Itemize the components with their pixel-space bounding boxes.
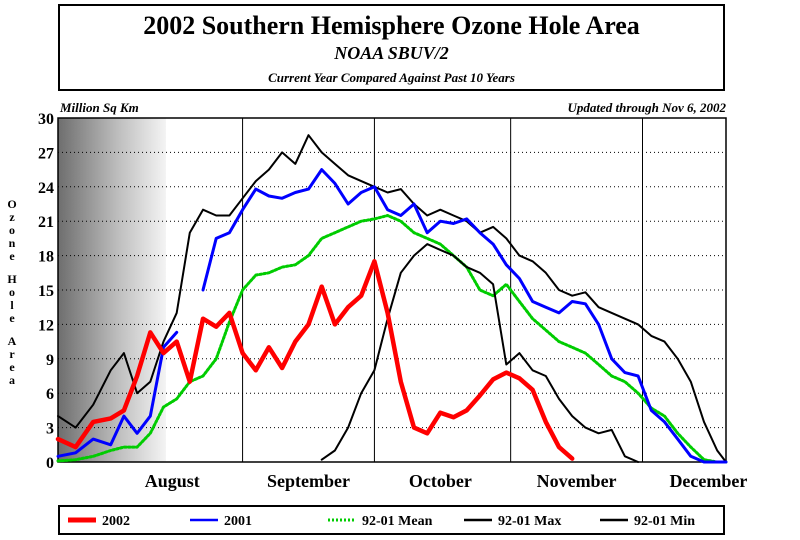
y-axis-label-char: e — [9, 249, 15, 263]
y-axis-label-char: O — [7, 197, 16, 211]
series-line-92-01-min — [320, 243, 640, 463]
chart-title: 2002 Southern Hemisphere Ozone Hole Area — [143, 11, 640, 40]
legend-label: 92-01 Max — [498, 514, 561, 529]
chart-title-box: 2002 Southern Hemisphere Ozone Hole Area… — [58, 4, 725, 91]
y-tick-label: 3 — [46, 421, 54, 438]
x-month-label: August — [145, 471, 200, 491]
series-line-2002 — [55, 259, 575, 461]
y-axis-label-char: o — [9, 285, 15, 299]
legend-label: 2002 — [102, 514, 130, 529]
y-tick-label: 30 — [38, 111, 54, 128]
legend-label: 92-01 Min — [634, 514, 695, 529]
y-tick-label: 18 — [38, 249, 54, 266]
y-axis-label-char: z — [9, 210, 15, 224]
series-line-92-01-max — [57, 134, 727, 463]
chart-description: Current Year Compared Against Past 10 Ye… — [268, 70, 515, 85]
y-tick-label: 27 — [38, 145, 54, 162]
y-axis-label-char: r — [9, 347, 15, 361]
legend-box — [58, 505, 725, 535]
legend-label: 2001 — [224, 514, 252, 529]
y-axis-label-char: H — [7, 272, 17, 286]
x-month-label: September — [267, 471, 350, 491]
y-axis-label-char: l — [10, 298, 14, 312]
y-tick-label: 15 — [38, 283, 54, 300]
y-axis-label-char: a — [9, 373, 15, 387]
y-axis-label-char: n — [9, 236, 16, 250]
units-label: Million Sq Km — [59, 100, 139, 115]
y-axis-label-char: A — [8, 334, 17, 348]
x-month-label: November — [537, 471, 617, 491]
y-tick-label: 9 — [46, 352, 54, 369]
plot-frame — [57, 117, 727, 463]
y-axis-label-char: e — [9, 360, 15, 374]
legend-label: 92-01 Mean — [362, 514, 433, 529]
y-tick-label: 12 — [38, 317, 54, 334]
polar-night-shading — [58, 118, 166, 462]
y-axis-label-char: o — [9, 223, 15, 237]
chart-subtitle: NOAA SBUV/2 — [334, 43, 449, 63]
series-line-2001 — [56, 168, 728, 464]
x-month-label: October — [409, 471, 472, 491]
x-month-label: December — [669, 471, 747, 491]
y-tick-label: 21 — [38, 214, 54, 231]
y-tick-label: 24 — [38, 180, 54, 197]
series-line-92-01-mean — [56, 214, 728, 464]
y-axis-label-char: e — [9, 311, 15, 325]
updated-label: Updated through Nov 6, 2002 — [567, 100, 726, 115]
y-tick-label: 6 — [46, 386, 54, 403]
y-tick-label: 0 — [46, 455, 54, 472]
